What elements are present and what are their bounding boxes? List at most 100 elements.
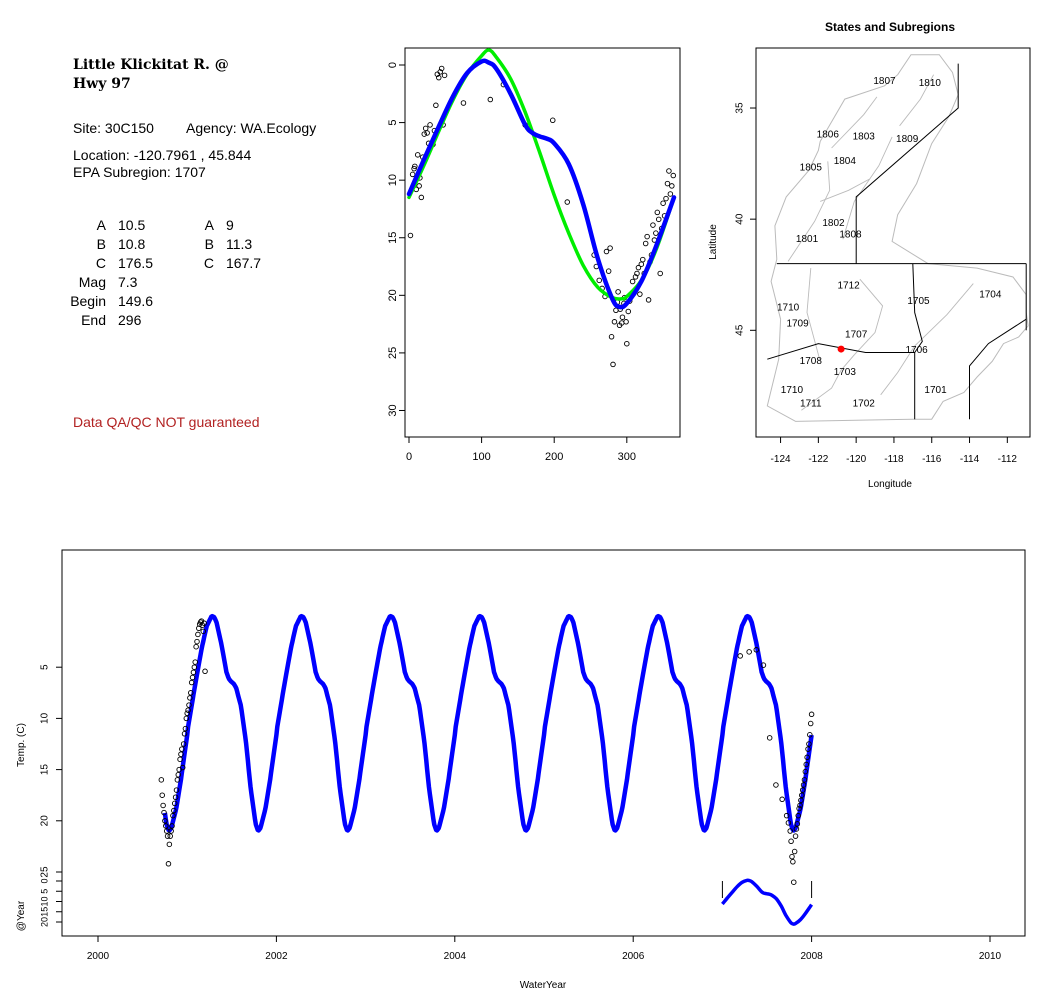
data-point — [632, 274, 639, 280]
map-title: States and Subregions — [825, 20, 955, 34]
ts-y-tick-label: 20 — [40, 815, 51, 827]
map-y-tick-label: 40 — [735, 213, 746, 225]
timeseries-chart: WaterYear Temp. (C) @Year 2000 2002 2004 2006 2… — [16, 549, 1026, 991]
ts-data-point — [799, 792, 805, 798]
subregion-boundary — [787, 161, 831, 262]
ts-data-point — [185, 707, 191, 713]
subregion-label: 1810 — [919, 78, 942, 89]
timeseries-frame — [61, 549, 1026, 937]
data-point — [607, 245, 613, 251]
data-point — [608, 334, 615, 340]
timeseries-y-label: Temp. (C) — [16, 723, 27, 767]
x-tick-label: 0 — [406, 451, 412, 463]
subregion-label: 1702 — [853, 398, 876, 409]
ts-data-point — [805, 746, 811, 752]
data-point — [642, 240, 649, 247]
data-point — [667, 191, 674, 197]
ts-data-point — [165, 861, 172, 867]
data-point — [409, 171, 416, 178]
data-point — [427, 122, 433, 128]
fit-line-blue — [406, 58, 677, 310]
map-x-tick-label: -120 — [846, 454, 866, 465]
data-point — [418, 194, 425, 201]
ts-y-tick-label: 25 — [40, 866, 51, 878]
data-point — [603, 248, 610, 255]
ts-data-point — [796, 805, 802, 812]
ts-data-point — [169, 823, 175, 829]
ts-y-tick-label: 15 — [40, 764, 51, 776]
ts-data-point — [753, 647, 760, 653]
map-x-label: Longitude — [868, 479, 912, 490]
data-point — [412, 163, 418, 170]
param-label: B — [204, 236, 214, 252]
y-tick-label: 25 — [387, 347, 399, 359]
data-point — [436, 74, 442, 81]
ts-x-tick-label: 2000 — [87, 951, 110, 962]
subregion-label: 1808 — [839, 229, 862, 240]
map-x-tick-label: -124 — [771, 454, 791, 465]
data-point — [414, 152, 421, 158]
subregion-label: 1807 — [873, 76, 896, 87]
subregion-boundary — [842, 136, 893, 240]
subregion-label: 1712 — [837, 280, 860, 291]
data-point — [550, 117, 556, 124]
ts-data-point — [186, 702, 192, 708]
ts-data-point — [166, 841, 173, 848]
ts-data-point — [194, 638, 200, 645]
location: Location: -120.7961 , 45.844 — [73, 147, 252, 163]
data-point — [564, 199, 571, 205]
ts-data-point — [202, 668, 208, 675]
ts-data-point — [189, 674, 196, 681]
ts-data-point — [164, 833, 171, 839]
param-label: C — [203, 255, 214, 271]
timeseries-lower-y-label: @Year — [16, 900, 27, 931]
ts-data-point — [187, 695, 193, 701]
region-map: States and Subregions Longitude Latitude -1… — [708, 20, 1031, 490]
data-point — [624, 340, 630, 347]
param-value: 176.5 — [118, 255, 154, 271]
ts-data-point — [791, 879, 797, 885]
ts-lower-y-tick-label: 10 — [39, 896, 49, 906]
data-point — [441, 72, 448, 79]
subregion-label: 1706 — [905, 345, 928, 356]
ts-data-point — [808, 711, 815, 718]
param-value: 296 — [118, 312, 142, 328]
data-point — [411, 165, 417, 172]
subregion-label: 1704 — [979, 289, 1002, 300]
data-point — [650, 222, 656, 228]
subregion-boundary — [853, 278, 884, 356]
ts-data-point — [794, 821, 801, 827]
subregion-label: 1708 — [800, 356, 823, 367]
ts-x-tick-label: 2006 — [622, 951, 645, 962]
subregion-label: 1705 — [907, 296, 930, 307]
x-tick-label: 100 — [472, 451, 490, 463]
agency: Agency: WA.Ecology — [186, 120, 317, 136]
data-point — [657, 270, 663, 277]
site-id: Site: 30C150 — [73, 120, 154, 136]
ts-data-point — [201, 620, 207, 626]
ts-data-point — [785, 820, 792, 826]
ts-x-tick-label: 2010 — [979, 951, 1002, 962]
map-x-tick-label: -122 — [808, 454, 828, 465]
ts-data-point — [746, 649, 752, 655]
data-point — [645, 297, 652, 303]
param-label: C — [95, 255, 106, 271]
ts-fit-line — [162, 613, 814, 833]
ts-data-point — [193, 643, 199, 650]
ts-data-point — [798, 797, 804, 804]
ts-data-point — [181, 731, 188, 737]
ts-data-point — [788, 838, 794, 845]
ts-data-point — [162, 818, 168, 824]
subregion-boundary — [831, 96, 878, 149]
ts-x-tick-label: 2004 — [444, 951, 467, 962]
map-x-tick-label: -114 — [960, 454, 980, 465]
x-tick-label: 300 — [618, 451, 636, 463]
subregion-label: 1703 — [834, 367, 857, 378]
subregion-label: 1804 — [834, 156, 857, 167]
subregion-boundary — [801, 354, 855, 411]
map-y-label: Latitude — [708, 224, 719, 260]
data-point — [460, 100, 467, 106]
ts-lower-y-tick-label: 0 — [39, 878, 49, 883]
param-label: Mag — [78, 274, 106, 290]
ts-data-point — [760, 662, 767, 668]
